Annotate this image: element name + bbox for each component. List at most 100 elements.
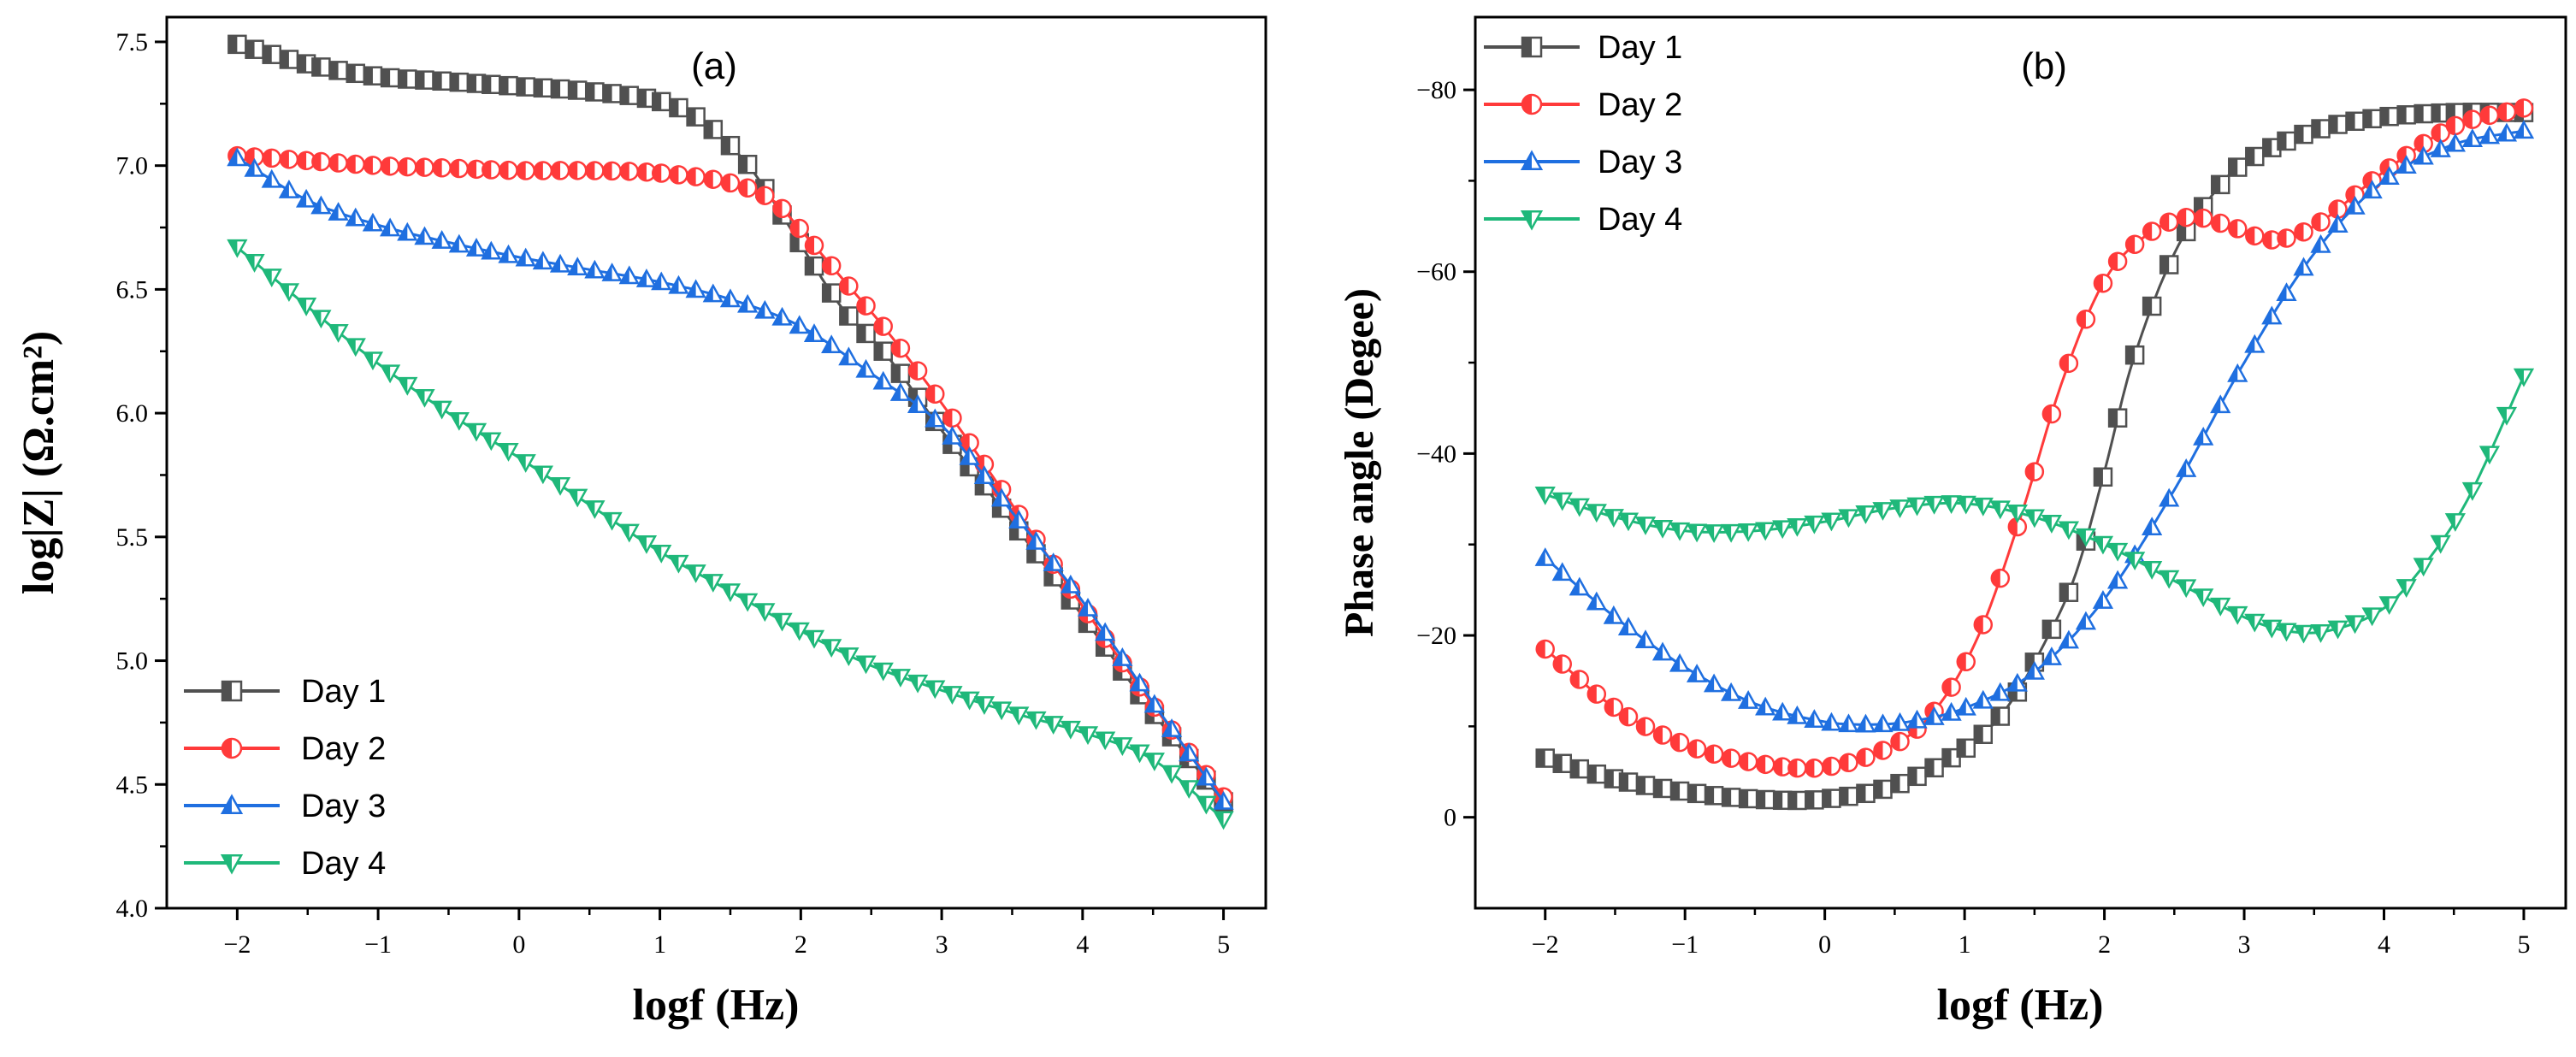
- panel-b-series-marker: [2362, 109, 2382, 129]
- panel-b-series-marker-fill: [2312, 625, 2321, 641]
- panel-b-series-marker: [1552, 753, 1573, 774]
- panel-a-series-marker-fill: [346, 339, 356, 355]
- panel-b-series-marker-fill: [2025, 663, 2035, 679]
- panel-b-series-marker-fill: [1757, 699, 1766, 715]
- panel-b-series-marker: [2041, 619, 2062, 640]
- panel-b-series-marker-fill: [2212, 215, 2221, 233]
- panel-b-series-marker-fill: [1570, 499, 1580, 515]
- panel-a-series-marker-fill: [960, 458, 970, 475]
- panel-b-series-marker-fill: [2397, 580, 2407, 596]
- panel-a-series-marker: [1196, 795, 1217, 815]
- panel-b-series-marker: [2024, 509, 2045, 528]
- panel-b-series-marker-fill: [2497, 103, 2507, 121]
- panel-a-series-marker-fill: [620, 524, 629, 540]
- panel-b-series-marker-fill: [1671, 523, 1681, 540]
- panel-b-series-marker: [2058, 629, 2080, 649]
- panel-a-series-marker: [737, 178, 758, 198]
- panel-a-series-marker-fill: [857, 361, 866, 377]
- panel-b-series-marker-fill: [1840, 753, 1849, 771]
- panel-b-series-marker-fill: [1891, 775, 1900, 793]
- panel-a-series-marker: [602, 84, 622, 103]
- panel-b-series-marker-fill: [1957, 739, 1966, 757]
- panel-b-series-marker: [2075, 611, 2097, 630]
- panel-b-series-marker: [2277, 228, 2296, 248]
- panel-b-series-marker-fill: [1991, 501, 2000, 517]
- panel-a-series-marker: [584, 259, 606, 279]
- panel-b-series-marker: [2106, 570, 2129, 589]
- panel-a-series-marker: [685, 564, 706, 583]
- panel-b-series-marker-fill: [2059, 522, 2069, 538]
- panel-a-xtick-label: 1: [653, 930, 666, 959]
- panel-b-series-marker: [1552, 654, 1573, 674]
- panel-a-series-marker: [328, 202, 349, 221]
- panel-a-series-marker-fill: [891, 670, 901, 686]
- panel-a-series-marker: [973, 696, 996, 715]
- panel-b-series-marker-fill: [2514, 369, 2524, 385]
- panel-a-series-marker-fill: [280, 50, 289, 68]
- panel-b-series-marker-fill: [2278, 284, 2287, 300]
- panel-a-series-marker-fill: [653, 546, 662, 562]
- panel-b-series-marker: [2106, 542, 2129, 562]
- panel-a-series-marker-fill: [603, 264, 612, 280]
- panel-a-series-marker-fill: [399, 378, 408, 394]
- panel-a-series-marker-fill: [637, 163, 647, 181]
- panel-a-label: (a): [691, 45, 737, 87]
- panel-a-xtick-label: 0: [512, 930, 525, 959]
- panel-b-series-marker: [2244, 613, 2266, 633]
- panel-b-series-marker: [1686, 523, 1708, 543]
- panel-b-series-marker-fill: [1757, 523, 1766, 539]
- panel-a-series-marker: [296, 151, 316, 171]
- panel-a-series-marker: [601, 511, 623, 531]
- panel-b-series-marker-fill: [1823, 513, 1832, 529]
- panel-a-series-marker-fill: [687, 565, 696, 582]
- panel-a-series-marker: [703, 169, 724, 189]
- panel-a-series-marker: [872, 370, 894, 390]
- panel-b-series-marker-fill: [2212, 175, 2221, 193]
- panel-a-series-marker: [498, 244, 519, 263]
- panel-b-series-marker-fill: [2025, 510, 2035, 526]
- panel-b-series-line: [1545, 110, 2524, 802]
- panel-a-series-marker-fill: [312, 310, 322, 327]
- panel-a-series-marker-fill: [823, 257, 832, 275]
- panel-b-series-marker-fill: [2177, 222, 2187, 240]
- panel-a-series-marker-fill: [329, 154, 339, 172]
- panel-a-series-marker-fill: [1027, 545, 1037, 563]
- panel-b-series-marker-fill: [2397, 106, 2407, 124]
- panel-a-series-marker: [567, 257, 588, 276]
- panel-b-series-marker-fill: [2025, 463, 2035, 481]
- panel-b-series-marker: [2245, 146, 2265, 167]
- panel-a-series-marker: [380, 156, 400, 176]
- panel-b-legend-label: Day 2: [1598, 87, 1682, 123]
- panel-a-series-marker-fill: [1044, 717, 1054, 733]
- panel-b-series-marker-fill: [2263, 308, 2272, 324]
- panel-b-legend-marker: [1521, 36, 1543, 58]
- panel-a-series-marker-fill: [620, 268, 629, 284]
- panel-a-series-marker: [889, 669, 912, 688]
- panel-a-series-marker-fill: [245, 148, 255, 166]
- panel-a-series-marker: [363, 156, 383, 175]
- panel-a-series-marker-fill: [363, 156, 373, 174]
- panel-a-series-marker-fill: [670, 166, 679, 184]
- panel-b-series-marker: [2293, 624, 2314, 644]
- panel-b-series-marker-fill: [2008, 517, 2018, 535]
- panel-a-series-marker-fill: [909, 676, 919, 692]
- panel-b-series-marker-fill: [2212, 599, 2221, 615]
- panel-b-series-marker: [2024, 660, 2045, 680]
- panel-b-series-marker-fill: [1671, 734, 1681, 752]
- panel-b-series-marker: [1755, 522, 1776, 541]
- panel-b-ytick-label: −80: [1416, 76, 1456, 104]
- panel-b-series-marker-fill: [2008, 683, 2018, 701]
- panel-a-series-marker: [379, 364, 401, 384]
- panel-b-series-marker: [2211, 174, 2230, 195]
- panel-b-series-marker-fill: [2346, 198, 2355, 214]
- panel-a-series-marker-fill: [569, 258, 578, 275]
- panel-a-series-marker-fill: [482, 161, 492, 179]
- panel-a-series-marker: [1213, 811, 1234, 830]
- panel-a-series-marker-fill: [687, 168, 696, 186]
- panel-a-series-marker: [532, 251, 553, 270]
- panel-a-series-marker-fill: [874, 342, 883, 360]
- panel-b-series-marker-fill: [2246, 336, 2255, 352]
- panel-a-series-marker: [720, 173, 741, 193]
- panel-b-series-marker-fill: [1722, 788, 1732, 806]
- panel-a-series-marker: [635, 269, 658, 287]
